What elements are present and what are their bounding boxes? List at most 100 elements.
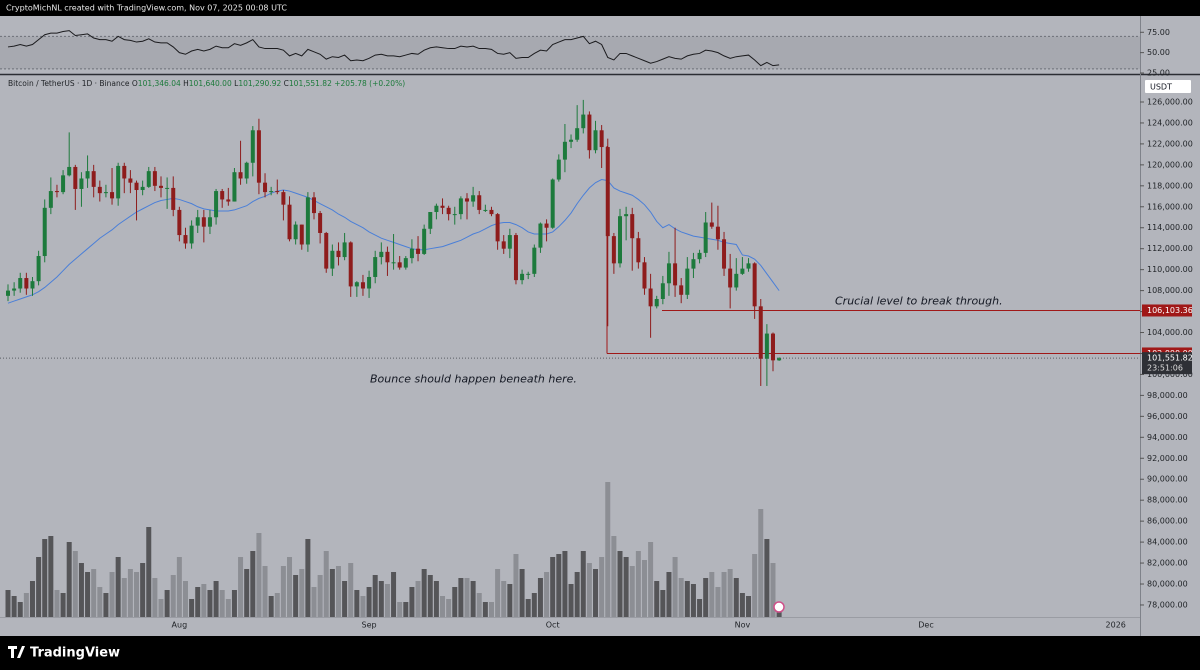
volume-bar <box>648 542 654 617</box>
volume-bar <box>5 590 11 617</box>
volume-bar <box>97 587 103 617</box>
x-tick-label: Sep <box>362 621 377 630</box>
volume-bar <box>635 551 641 617</box>
volume-bar <box>146 527 152 617</box>
candle-body <box>452 214 457 216</box>
candle-body <box>67 166 72 176</box>
volume-bar <box>134 572 140 617</box>
candle-body <box>471 195 476 202</box>
volume-bar <box>29 581 35 617</box>
volume-bar <box>250 551 256 617</box>
volume-bar <box>721 572 727 617</box>
volume-bar <box>715 587 721 617</box>
volume-bar <box>372 575 378 617</box>
y-tick-label: 118,000.00 <box>1147 181 1193 190</box>
candle-body <box>587 114 592 151</box>
volume-bar <box>91 569 97 617</box>
volume-bar <box>605 482 611 617</box>
candle-body <box>685 268 690 295</box>
candle-body <box>61 175 66 193</box>
volume-bar <box>158 599 164 617</box>
volume-bar <box>660 590 666 617</box>
annotation-text: Crucial level to break through. <box>835 294 1003 307</box>
volume-bar <box>42 539 48 617</box>
y-tick-label: 110,000.00 <box>1147 265 1193 274</box>
volume-bar <box>684 581 690 617</box>
volume-bar <box>433 581 439 617</box>
candle-body <box>134 182 139 191</box>
y-tick-label: 126,000.00 <box>1147 97 1193 106</box>
candle-body <box>416 248 421 254</box>
candle-body <box>660 283 665 299</box>
candle-body <box>250 130 255 163</box>
y-tick-label: 124,000.00 <box>1147 118 1193 127</box>
volume-bar <box>287 557 293 617</box>
candle-body <box>103 192 108 194</box>
ohlc-value: 101,290.92 <box>238 79 281 88</box>
volume-bar <box>470 581 476 617</box>
volume-bar <box>299 569 305 617</box>
x-tick-label: Oct <box>546 621 560 630</box>
volume-bar <box>764 539 770 617</box>
rsi-tick-label: 25.00 <box>1147 68 1170 77</box>
candle-body <box>6 290 10 296</box>
candle-body <box>85 171 90 179</box>
volume-bar <box>244 569 250 617</box>
volume-bar <box>427 575 433 617</box>
candle-body <box>171 187 176 210</box>
chart-area <box>0 16 1200 636</box>
y-tick-label: 88,000.00 <box>1147 496 1188 505</box>
volume-bar <box>703 578 709 617</box>
volume-bar <box>268 596 274 617</box>
volume-bar <box>544 572 550 617</box>
candle-body <box>79 178 84 189</box>
volume-bar <box>109 572 115 617</box>
candle-body <box>397 262 402 268</box>
candle-body <box>367 276 372 289</box>
volume-bar <box>225 599 231 617</box>
candle-body <box>465 198 469 202</box>
volume-bar <box>611 536 617 617</box>
candle-body <box>312 197 316 214</box>
y-tick-label: 86,000.00 <box>1147 517 1188 526</box>
candle-body <box>159 185 163 188</box>
volume-bar <box>231 590 237 617</box>
volume-bar <box>421 569 427 617</box>
volume-bar <box>121 578 127 617</box>
candle-body <box>177 209 182 236</box>
volume-bar <box>280 566 286 617</box>
candle-body <box>666 263 671 284</box>
y-tick-label: 98,000.00 <box>1147 391 1188 400</box>
volume-bar <box>103 593 109 617</box>
volume-bar <box>501 581 507 617</box>
volume-bar <box>654 581 660 617</box>
volume-bar <box>207 590 213 617</box>
candle-body <box>146 171 151 187</box>
candle-body <box>299 224 304 245</box>
logo <box>8 646 25 658</box>
candle-body <box>691 259 696 269</box>
rsi-tick-label: 75.00 <box>1147 28 1170 37</box>
candle-body <box>446 207 451 215</box>
x-tick-label: Aug <box>172 621 188 630</box>
volume-bar <box>23 593 29 617</box>
volume-bar <box>733 578 739 617</box>
candle-body <box>110 192 115 199</box>
volume-bar <box>36 557 42 617</box>
volume-bar <box>727 569 733 617</box>
volume-bar <box>317 575 323 617</box>
volume-bar <box>78 563 84 617</box>
y-tick-label: 112,000.00 <box>1147 244 1193 253</box>
volume-bar <box>690 584 696 617</box>
candle-body <box>777 358 782 361</box>
ohlc-key: L <box>234 79 239 88</box>
candle-body <box>489 209 494 215</box>
candle-body <box>360 282 365 289</box>
candle-body <box>562 141 567 160</box>
volume-bar <box>262 566 268 617</box>
volume-bar <box>495 569 501 617</box>
volume-bar <box>195 587 201 617</box>
volume-bar <box>213 581 219 617</box>
candle-body <box>752 263 757 307</box>
